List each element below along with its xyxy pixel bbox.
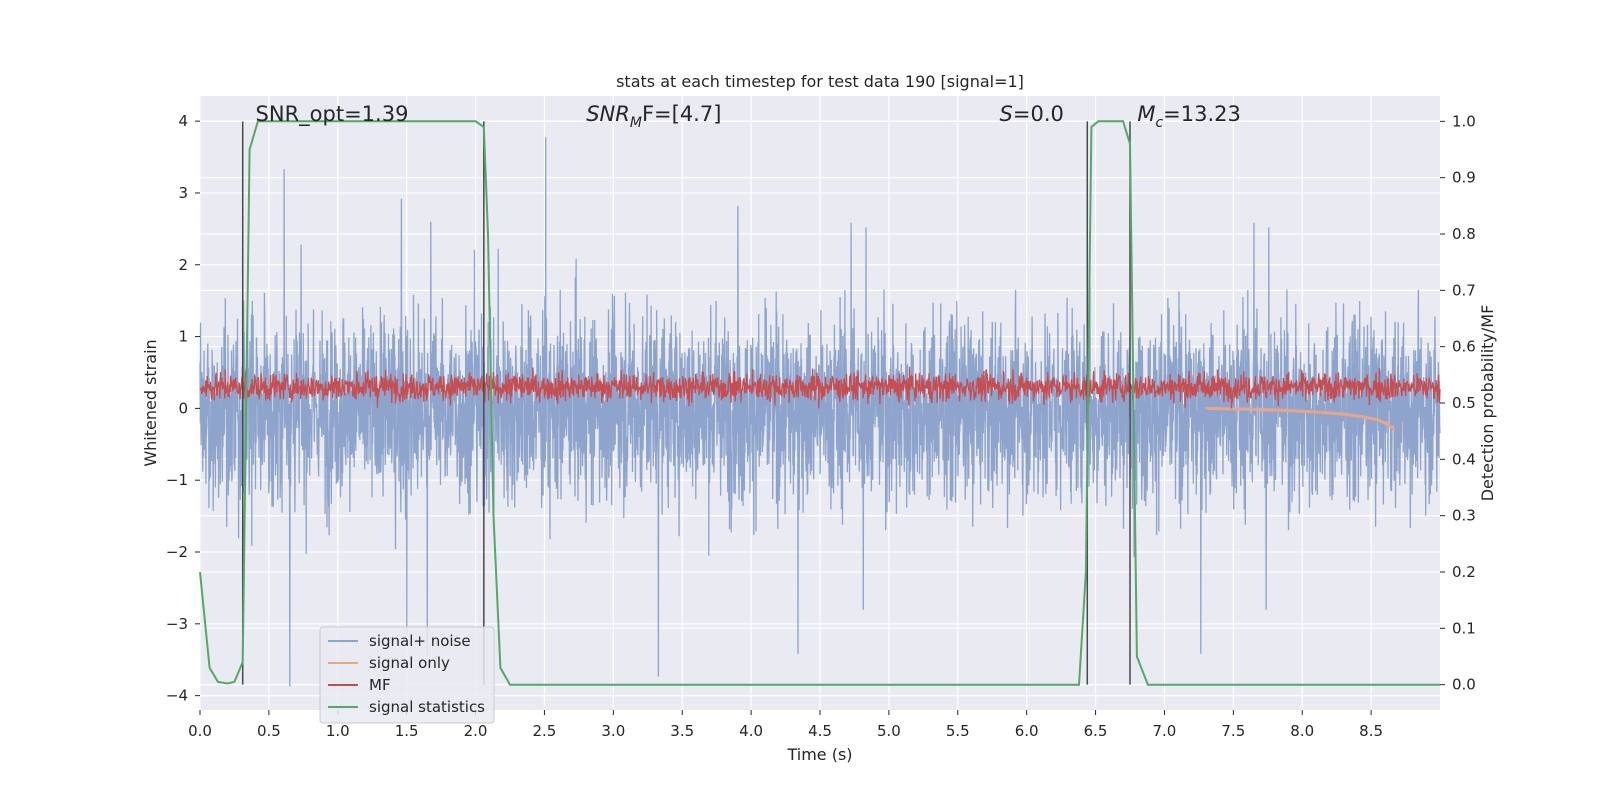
x-tick-label-9: 4.5 (808, 722, 832, 740)
legend-label-mf: MF (369, 676, 391, 694)
x-tick-label-6: 3.0 (601, 722, 625, 740)
legend-label-signal-noise: signal+ noise (369, 632, 471, 650)
annotation-2: S=0.0 (1000, 102, 1064, 126)
x-tick-label-2: 1.0 (326, 722, 350, 740)
legend-label-signal-statistics: signal statistics (369, 698, 485, 716)
y2-tick-label-1: 0.1 (1452, 619, 1476, 637)
x-tick-label-13: 6.5 (1084, 722, 1108, 740)
annotation-3: Mc=13.23 (1137, 102, 1241, 131)
x-tick-label-10: 5.0 (877, 722, 901, 740)
signal-statistics-line (199, 120, 1440, 686)
y2-tick-label-7: 0.7 (1452, 281, 1476, 299)
series-mf (199, 366, 1441, 409)
series-signal-noise (199, 137, 1441, 687)
y2-tick-label-8: 0.8 (1452, 225, 1476, 243)
y2-tick-label-4: 0.4 (1452, 450, 1476, 468)
x-tick-label-17: 8.5 (1359, 722, 1383, 740)
x-axis-label: Time (s) (786, 745, 852, 764)
signal-noise-line (199, 137, 1441, 687)
series-signal-statistics (199, 120, 1440, 686)
series-signal-only (1205, 406, 1396, 432)
x-tick-label-0: 0.0 (188, 722, 212, 740)
y2-tick-label-2: 0.2 (1452, 563, 1476, 581)
y-tick-label-7: 3 (178, 184, 188, 202)
x-tick-label-1: 0.5 (257, 722, 281, 740)
y-tick-label-1: −3 (166, 615, 188, 633)
y-axis-label: Whitened strain (141, 339, 160, 466)
x-tick-label-14: 7.0 (1153, 722, 1177, 740)
y2-tick-label-3: 0.3 (1452, 507, 1476, 525)
x-tick-label-16: 8.0 (1290, 722, 1314, 740)
y-tick-label-2: −2 (166, 543, 188, 561)
y2-tick-label-10: 1.0 (1452, 112, 1476, 130)
legend-box (319, 626, 495, 724)
y-tick-label-3: −1 (166, 471, 188, 489)
y2-axis-ticks: 0.0 0.1 0.2 0.3 0.4 0.5 0.6 0.7 0.8 0.9 1.0 (1440, 112, 1476, 694)
x-tick-label-12: 6.0 (1015, 722, 1039, 740)
annotation-1: SNRMF=[4.7] (586, 102, 721, 131)
legend-label-signal-only: signal only (369, 654, 450, 672)
chart-title: stats at each timestep for test data 190… (616, 72, 1024, 91)
annotations: SNR_opt=1.39 SNRMF=[4.7] S=0.0 Mc=13.23 (256, 102, 1241, 131)
x-axis-ticks: 0.0 0.5 1.0 1.5 2.0 2.5 3.0 3.5 4.0 4.5 5.0 5.5 6.0 6… (188, 710, 1383, 740)
legend: signal+ noise signal only MF signal stat… (319, 626, 495, 724)
y2-tick-label-9: 0.9 (1452, 169, 1476, 187)
y-axis-ticks: −4 −3 −2 −1 0 1 2 3 4 (166, 112, 200, 705)
y-tick-label-6: 2 (178, 256, 188, 274)
y2-tick-label-6: 0.6 (1452, 338, 1476, 356)
x-tick-label-5: 2.5 (533, 722, 557, 740)
x-tick-label-7: 3.5 (670, 722, 694, 740)
y2-tick-label-0: 0.0 (1452, 676, 1476, 694)
y2-axis-label: Detection probability/MF (1478, 305, 1497, 502)
y-tick-label-4: 0 (178, 399, 188, 417)
signal-only-line (1205, 406, 1396, 432)
mf-line (199, 366, 1441, 409)
y2-tick-label-5: 0.5 (1452, 394, 1476, 412)
x-tick-label-3: 1.5 (395, 722, 419, 740)
y-tick-label-0: −4 (166, 687, 188, 705)
x-tick-label-11: 5.5 (946, 722, 970, 740)
x-tick-label-8: 4.0 (739, 722, 763, 740)
y-tick-label-8: 4 (178, 112, 188, 130)
x-tick-label-15: 7.5 (1221, 722, 1245, 740)
annotation-0: SNR_opt=1.39 (256, 102, 409, 127)
x-tick-label-4: 2.0 (464, 722, 488, 740)
y-tick-label-5: 1 (178, 328, 188, 346)
